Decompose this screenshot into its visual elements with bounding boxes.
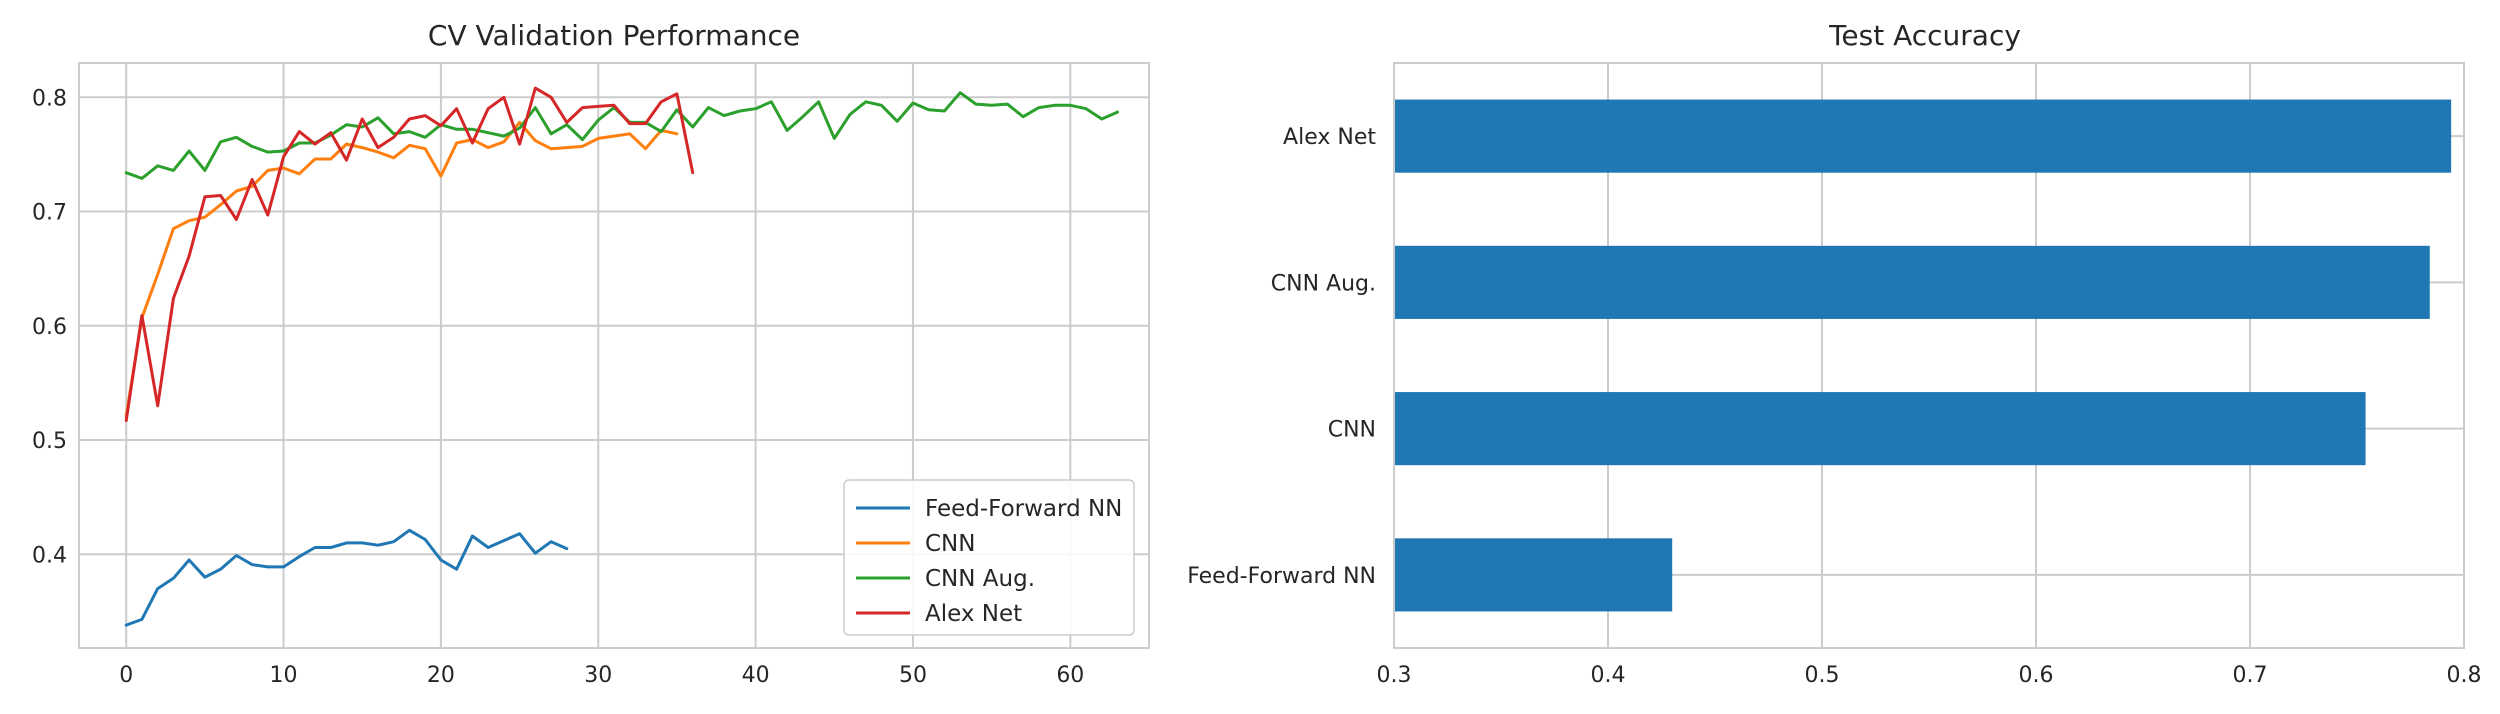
x-tick-label: 50 [899, 663, 927, 688]
bar-alex-net [1394, 99, 2452, 173]
bar-feed-forward-nn [1394, 538, 1673, 612]
line-chart-series [124, 86, 1119, 627]
y-tick-label: 0.5 [32, 429, 67, 454]
series-line-feed-forward-nn [124, 528, 569, 627]
legend-label-feed-forward-nn: Feed-Forward NN [925, 496, 1122, 522]
line-chart-panel: CV Validation Performance 0 10 20 30 40 50 60 … [32, 19, 1150, 688]
x-tick-label: 0 [119, 663, 133, 688]
x-tick-label: 0.6 [2019, 663, 2054, 688]
category-label: CNN Aug. [1271, 271, 1376, 296]
series-line-cnn [124, 120, 679, 418]
line-chart-legend: Feed-Forward NN CNN CNN Aug. Alex Net [843, 479, 1135, 636]
legend-label-cnn: CNN [925, 531, 975, 557]
legend-label-alex-net: Alex Net [925, 601, 1022, 627]
bar-cnn [1394, 392, 2366, 466]
series-line-alex-net [124, 86, 695, 423]
y-tick-label: 0.7 [32, 201, 67, 226]
legend-label-cnn-aug: CNN Aug. [925, 566, 1035, 592]
bar-chart-frame [1393, 62, 2465, 649]
line-chart-y-tick-labels: 0.4 0.5 0.6 0.7 0.8 [32, 86, 67, 568]
x-tick-label: 20 [427, 663, 455, 688]
category-label: Feed-Forward NN [1187, 564, 1376, 589]
x-tick-label: 60 [1056, 663, 1084, 688]
bar-chart-bars [1394, 99, 2452, 612]
legend-box [843, 479, 1135, 636]
line-chart-x-tick-labels: 0 10 20 30 40 50 60 [119, 663, 1084, 688]
bar-chart-title: Test Accuracy [1828, 19, 2021, 52]
x-tick-label: 0.5 [1805, 663, 1840, 688]
bar-cnn-aug [1394, 245, 2430, 319]
x-tick-label: 30 [584, 663, 612, 688]
bar-chart-category-labels: Alex Net CNN Aug. CNN Feed-Forward NN [1187, 125, 1376, 589]
bar-chart-panel: Test Accuracy 0.3 0.4 0.5 0.6 0.7 0.8 Alex Ne… [1187, 19, 2481, 688]
bar-chart-x-tick-labels: 0.3 0.4 0.5 0.6 0.7 0.8 [1377, 663, 2482, 688]
line-chart-frame [78, 62, 1150, 649]
x-tick-label: 0.7 [2233, 663, 2268, 688]
y-tick-label: 0.8 [32, 86, 67, 111]
x-tick-label: 0.3 [1377, 663, 1412, 688]
x-tick-label: 0.8 [2447, 663, 2482, 688]
y-tick-label: 0.4 [32, 543, 67, 568]
line-chart-title: CV Validation Performance [428, 19, 800, 52]
category-label: Alex Net [1283, 125, 1376, 150]
x-tick-label: 10 [270, 663, 298, 688]
category-label: CNN [1328, 418, 1376, 443]
y-tick-label: 0.6 [32, 315, 67, 340]
x-tick-label: 0.4 [1591, 663, 1626, 688]
x-tick-label: 40 [742, 663, 770, 688]
